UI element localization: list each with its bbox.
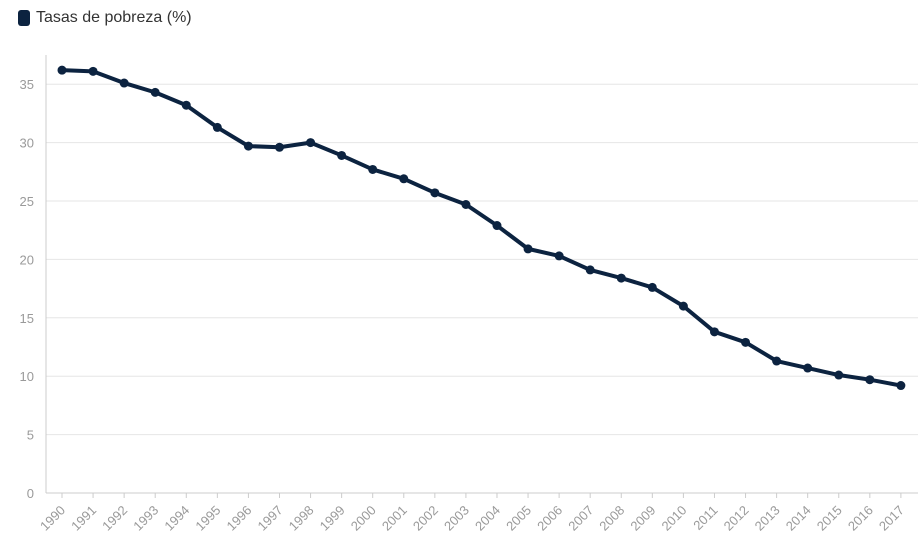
x-tick-label: 2012 <box>721 503 752 534</box>
data-point-2004 <box>492 221 502 231</box>
y-tick-label: 35 <box>20 77 34 92</box>
data-point-2016 <box>865 375 875 385</box>
x-tick-label: 2006 <box>534 503 565 534</box>
x-tick-label: 1997 <box>255 503 286 534</box>
legend-swatch <box>18 10 30 26</box>
data-point-2011 <box>709 327 719 337</box>
series-layer <box>57 65 906 391</box>
y-tick-label: 15 <box>20 311 34 326</box>
x-tick-label: 2010 <box>658 503 689 534</box>
data-point-2014 <box>803 363 813 373</box>
x-tick-label: 1995 <box>192 503 223 534</box>
x-tick-label: 2016 <box>845 503 876 534</box>
data-point-2012 <box>741 337 751 347</box>
data-point-1997 <box>274 142 284 152</box>
y-tick-label: 0 <box>27 486 34 501</box>
chart-legend: Tasas de pobreza (%) <box>18 9 192 27</box>
y-tick-label: 5 <box>27 428 34 443</box>
data-point-2013 <box>772 356 782 366</box>
data-point-1995 <box>212 122 222 132</box>
data-point-1996 <box>243 141 253 151</box>
x-tick-label: 2013 <box>752 503 783 534</box>
grid-lines <box>46 83 918 436</box>
y-tick-label: 30 <box>20 136 34 151</box>
data-point-1990 <box>57 65 67 75</box>
x-tick-label: 1996 <box>223 503 254 534</box>
y-tick-label: 20 <box>20 252 34 267</box>
data-point-2005 <box>523 244 533 254</box>
data-point-2006 <box>554 251 564 261</box>
data-point-2010 <box>678 301 688 311</box>
x-tick-label: 2011 <box>690 503 720 533</box>
data-point-2007 <box>585 265 595 275</box>
x-tick-label: 1993 <box>130 503 161 534</box>
x-tick-label: 2008 <box>596 503 627 534</box>
data-point-2000 <box>368 164 378 174</box>
x-tick-label: 2007 <box>565 503 596 534</box>
x-axis-ticks: 1990 1991 1992 1993 1994 1995 1996 1997 1998 1999… <box>37 493 907 534</box>
x-tick-label: 1999 <box>317 503 348 534</box>
data-point-1993 <box>150 87 160 97</box>
data-point-2009 <box>647 282 657 292</box>
y-tick-label: 25 <box>20 194 34 209</box>
x-tick-label: 1991 <box>68 503 99 534</box>
data-point-2001 <box>399 174 409 184</box>
x-tick-label: 2001 <box>379 503 410 534</box>
data-point-2017 <box>896 381 906 391</box>
x-tick-label: 1998 <box>286 503 317 534</box>
data-point-2008 <box>616 273 626 283</box>
axes <box>45 55 918 494</box>
y-axis-ticks: 0 5 10 15 20 25 30 35 <box>20 77 34 501</box>
x-tick-label: 2004 <box>472 503 503 534</box>
x-tick-label: 2015 <box>814 503 845 534</box>
data-point-1994 <box>181 100 191 110</box>
series-line-0 <box>60 68 903 388</box>
x-tick-label: 1990 <box>37 503 68 534</box>
x-tick-label: 1994 <box>161 503 192 534</box>
data-point-1998 <box>306 138 316 148</box>
data-point-2002 <box>430 188 440 198</box>
x-tick-label: 2005 <box>503 503 534 534</box>
x-tick-label: 2002 <box>410 503 441 534</box>
x-tick-label: 2017 <box>876 503 907 534</box>
x-tick-label: 1992 <box>99 503 130 534</box>
data-point-1992 <box>119 78 129 88</box>
data-point-2015 <box>834 370 844 380</box>
x-tick-label: 2009 <box>627 503 658 534</box>
legend-label: Tasas de pobreza (%) <box>36 9 192 26</box>
y-tick-label: 10 <box>20 369 34 384</box>
data-point-1999 <box>337 150 347 160</box>
data-point-2003 <box>461 200 471 210</box>
data-point-1991 <box>88 66 98 76</box>
x-tick-label: 2014 <box>783 503 814 534</box>
x-tick-label: 2000 <box>348 503 379 534</box>
x-tick-label: 2003 <box>441 503 472 534</box>
